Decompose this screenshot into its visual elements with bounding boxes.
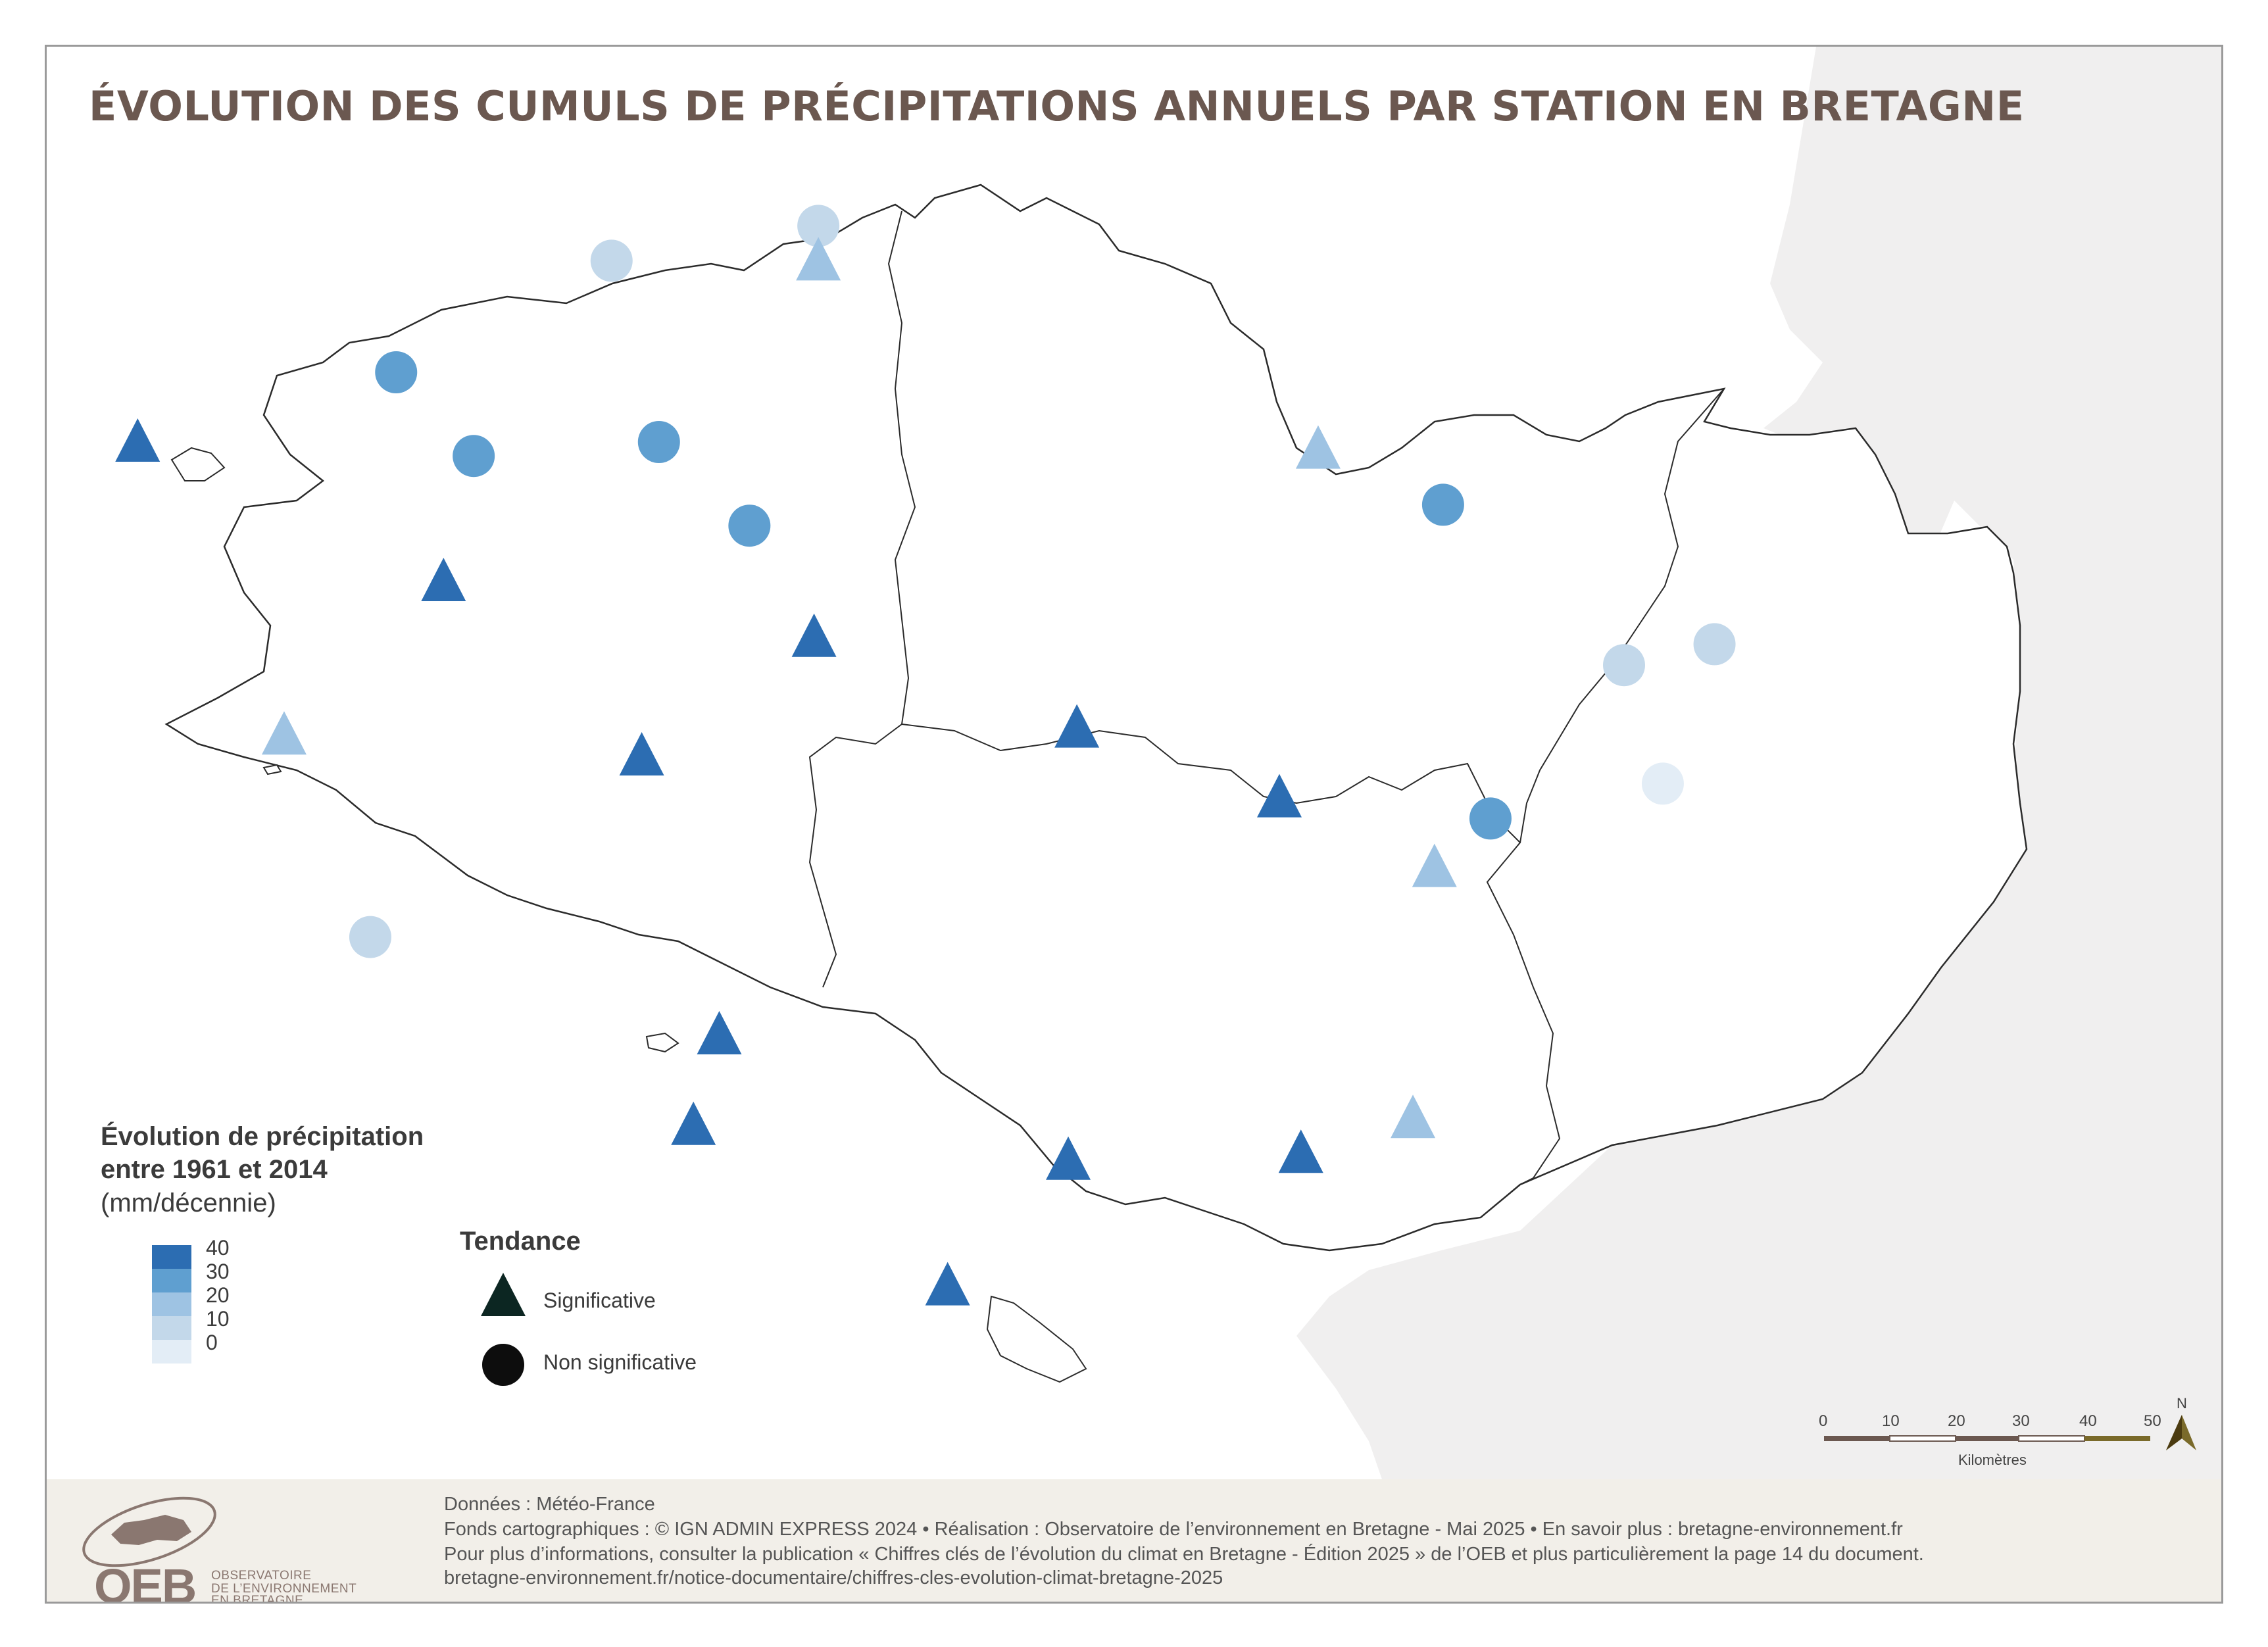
footer-data-source: Données : Météo-France [444,1494,655,1515]
footer-more-info: Pour plus d’informations, consulter la p… [444,1544,1924,1565]
legend-swatch-20 [152,1292,191,1316]
legend-ramp-label: 20 [206,1283,230,1307]
station-not-significant-marker[interactable] [1693,623,1736,666]
station-not-significant-marker[interactable] [1469,797,1512,840]
scale-tick-label: 50 [2144,1412,2161,1430]
station-significant-marker[interactable] [1054,704,1100,748]
scale-tick-label: 0 [1819,1412,1828,1430]
scale-tick-label: 10 [1882,1412,1900,1430]
oeb-logo-icon [82,1496,216,1567]
department-boundary-finistere [808,210,916,988]
logo-text: OEB [94,1559,197,1604]
station-not-significant-marker[interactable] [590,239,633,282]
station-significant-marker[interactable] [1278,1129,1323,1173]
brittany-outline [164,184,2028,1252]
station-not-significant-marker[interactable] [1641,762,1684,805]
island-ouessant [170,447,226,481]
legend-swatch-40 [152,1245,191,1269]
station-not-significant-marker[interactable] [728,504,771,547]
station-significant-marker[interactable] [1391,1094,1436,1139]
footer: OEB OBSERVATOIRE DE L’ENVIRONNEMENT EN B… [47,1479,2221,1602]
legend-ramp-label: 30 [206,1260,230,1283]
logo-subtitle: OBSERVATOIRE [211,1569,312,1583]
station-not-significant-marker[interactable] [453,435,495,478]
legend-unit: (mm/décennie) [101,1189,276,1217]
station-significant-marker[interactable] [115,418,160,462]
station-significant-marker[interactable] [261,711,307,755]
legend-trend-title: Tendance [460,1227,581,1256]
island-belle-ile [986,1295,1087,1383]
north-label: N [2177,1395,2187,1412]
legend-significant-label: Significative [543,1289,656,1312]
logo-subtitle: DE L’ENVIRONNEMENT [211,1582,357,1596]
station-significant-marker[interactable] [671,1101,716,1145]
scale-tick-label: 40 [2079,1412,2097,1430]
scale-tick-label: 30 [2012,1412,2030,1430]
logo-subtitle: EN BRETAGNE [211,1594,304,1604]
legend-title: Évolution de précipitation entre 1961 et… [101,1120,424,1186]
scale-bar [1824,1435,2150,1442]
map-canvas [115,47,2221,1479]
legend-not-significant-label: Non significative [543,1350,697,1374]
map-title: ÉVOLUTION DES CUMULS DE PRÉCIPITATIONS A… [89,82,2025,130]
station-significant-marker[interactable] [791,613,837,657]
station-significant-marker[interactable] [1412,843,1457,887]
neighbor-land-east [1296,47,2221,1479]
station-significant-marker[interactable] [1257,774,1302,818]
legend-ramp-label: 0 [206,1331,218,1354]
station-not-significant-marker[interactable] [375,351,418,393]
island-groix [645,1032,679,1053]
triangle-symbol-icon [481,1273,526,1316]
station-not-significant-marker[interactable] [1421,483,1464,526]
station-significant-marker[interactable] [619,732,664,775]
station-significant-marker[interactable] [421,558,466,601]
station-significant-marker[interactable] [1295,425,1341,469]
footer-link[interactable]: bretagne-environnement.fr/notice-documen… [444,1567,1223,1588]
station-not-significant-marker[interactable] [637,421,680,463]
legend-swatch-30 [152,1269,191,1292]
station-not-significant-marker[interactable] [797,205,840,247]
station-significant-marker[interactable] [796,237,841,281]
legend-swatch-0 [152,1340,191,1364]
legend-title-line2: entre 1961 et 2014 [101,1155,328,1184]
map-frame: ÉVOLUTION DES CUMULS DE PRÉCIPITATIONS A… [45,45,2223,1604]
station-not-significant-marker[interactable] [349,916,391,958]
legend-swatch-10 [152,1316,191,1340]
footer-credits: Fonds cartographiques : © IGN ADMIN EXPR… [444,1519,1903,1540]
stations-layer [115,205,1736,1306]
legend-ramp-label: 10 [206,1307,230,1331]
scale-unit-label: Kilomètres [1958,1452,2027,1468]
scale-tick-label: 20 [1948,1412,1965,1430]
station-significant-marker[interactable] [1046,1136,1091,1180]
legend-title-line1: Évolution de précipitation [101,1122,424,1151]
circle-symbol-icon [482,1344,524,1386]
north-arrow-icon [2166,1415,2196,1450]
station-not-significant-marker[interactable] [1603,644,1645,687]
legend-ramp-label: 40 [206,1236,230,1260]
station-significant-marker[interactable] [925,1262,970,1306]
station-significant-marker[interactable] [697,1011,742,1054]
island-sein [262,764,282,775]
department-boundary-morbihan [901,724,1561,1185]
